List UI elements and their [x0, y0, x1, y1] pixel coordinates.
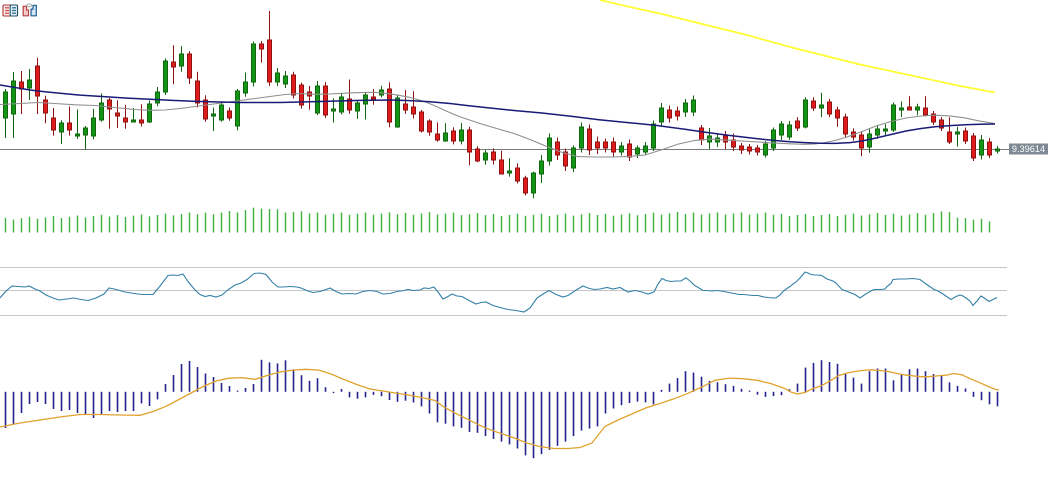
svg-text:9.39614: 9.39614: [1012, 144, 1045, 154]
